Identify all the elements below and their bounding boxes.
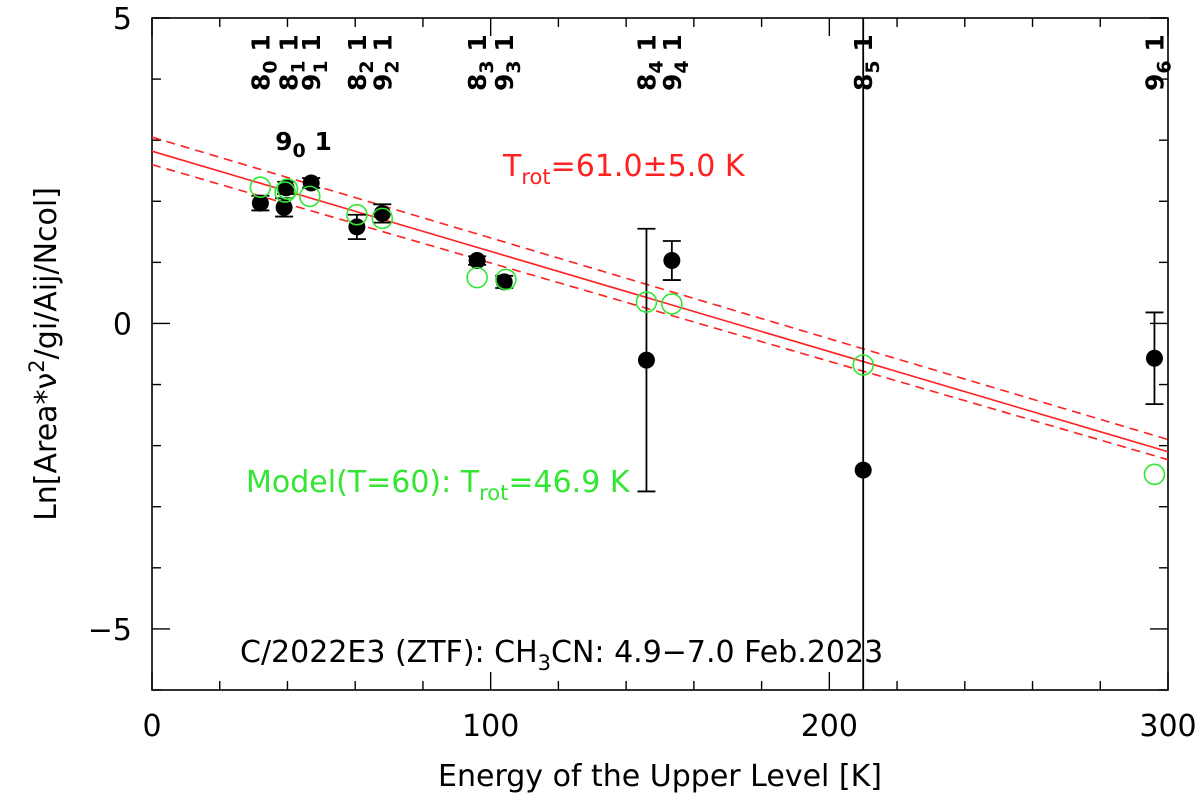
transition-label: 84 1: [632, 34, 667, 91]
transition-suffix: 1: [658, 34, 687, 60]
transition-label: 82 1: [343, 34, 378, 91]
transition-suffix: 1: [368, 34, 397, 60]
transition-label: 94 1: [658, 34, 693, 91]
x-axis-title: Energy of the Upper Level [K]: [438, 759, 882, 794]
transition-suffix: 1: [632, 34, 661, 60]
y-tick-label: 5: [113, 2, 132, 37]
model-point: [299, 185, 321, 208]
observed-series: [251, 18, 1164, 690]
transition-k: 2: [381, 60, 403, 73]
transition-label: 81 1: [274, 34, 309, 91]
observed-point: [637, 351, 655, 369]
model-point: [249, 176, 272, 199]
observed-point: [663, 252, 681, 270]
y-tick-label: −5: [88, 613, 132, 648]
observed-point: [373, 204, 391, 222]
transition-suffix: 1: [490, 34, 519, 60]
observed-point: [251, 194, 269, 212]
transition-k: 3: [503, 60, 525, 73]
transition-j: 9: [368, 74, 397, 91]
transition-label: 93 1: [490, 34, 525, 91]
transition-j: 9: [297, 74, 326, 91]
model-point: [466, 266, 488, 289]
fit-line: [151, 150, 1169, 453]
transition-label: 90 1: [275, 127, 332, 162]
transition-label: 91 1: [297, 34, 332, 91]
model-point: [346, 203, 368, 226]
transition-k: 0: [259, 60, 281, 73]
y-tick-label: 0: [113, 307, 132, 342]
transition-k: 1: [310, 60, 332, 73]
fit-lines: [151, 136, 1169, 461]
observed-point: [348, 218, 366, 236]
transition-j: 9: [658, 74, 687, 91]
x-tick-label: 200: [801, 709, 858, 744]
transition-label: 92 1: [368, 34, 403, 91]
model-point: [661, 293, 683, 315]
y-axis-title: Ln[Area*ν2/gi/Aij/Ncol]: [25, 187, 64, 521]
transition-j: 8: [343, 74, 372, 91]
x-tick-label: 300: [1139, 709, 1196, 744]
transition-label: 85 1: [849, 34, 884, 91]
observed-point: [854, 461, 872, 479]
chart-title: C/2022E3 (ZTF): CH3CN: 4.9−7.0 Feb.2023: [240, 635, 883, 675]
transition-suffix: 1: [463, 34, 492, 60]
transition-suffix: 1: [246, 34, 275, 60]
transition-j: 8: [632, 74, 661, 91]
transition-j: 8: [246, 74, 275, 91]
model-point: [1143, 463, 1166, 486]
transition-suffix: 1: [297, 34, 326, 60]
model-point: [274, 181, 296, 203]
model-point: [276, 178, 299, 200]
transition-suffix: 1: [343, 34, 372, 60]
transition-j: 8: [274, 74, 303, 91]
transition-k: 1: [287, 60, 309, 73]
observed-point: [275, 198, 293, 216]
fit-upper-line: [151, 136, 1169, 441]
transition-j: 8: [849, 74, 878, 91]
fit-lower-line: [151, 163, 1169, 461]
model-label: Model(T=60): Trot=46.9 K: [246, 465, 631, 505]
transition-labels: 80 190 181 191 182 192 183 193 184 194 1…: [246, 34, 1175, 162]
transition-suffix: 1: [849, 34, 878, 60]
fit-label: Trot=61.0±5.0 K: [502, 149, 746, 189]
model-point: [371, 207, 394, 230]
transition-j: 9: [1140, 74, 1169, 91]
transition-k: 5: [862, 60, 884, 73]
transition-k: 4: [645, 60, 667, 73]
transition-j: 8: [463, 74, 492, 91]
x-tick-label: 100: [462, 709, 519, 744]
transition-k: 3: [476, 60, 498, 73]
axis-tick-labels: 0 100 200 300−505: [88, 2, 1197, 744]
transition-suffix: 1: [274, 34, 303, 60]
x-tick-label: 0: [142, 709, 161, 744]
model-series: [249, 176, 1166, 486]
axis-ticks: [151, 17, 1169, 691]
observed-point: [495, 273, 513, 291]
model-point: [495, 268, 517, 291]
transition-k: 0: [293, 140, 306, 162]
transition-j: 9: [275, 127, 292, 156]
observed-point: [1145, 349, 1163, 367]
transition-k: 6: [1153, 60, 1175, 73]
model-point: [852, 354, 875, 376]
transition-j: 9: [490, 74, 519, 91]
transition-label: 96 1: [1140, 34, 1175, 91]
observed-point: [468, 252, 486, 270]
transition-suffix: 1: [1140, 34, 1169, 60]
transition-k: 2: [356, 60, 378, 73]
transition-label: 83 1: [463, 34, 498, 91]
transition-suffix: 1: [306, 127, 332, 156]
transition-label: 80 1: [246, 34, 281, 91]
model-point: [635, 291, 658, 313]
plot-frame: [151, 17, 1169, 691]
transition-k: 4: [671, 60, 693, 73]
